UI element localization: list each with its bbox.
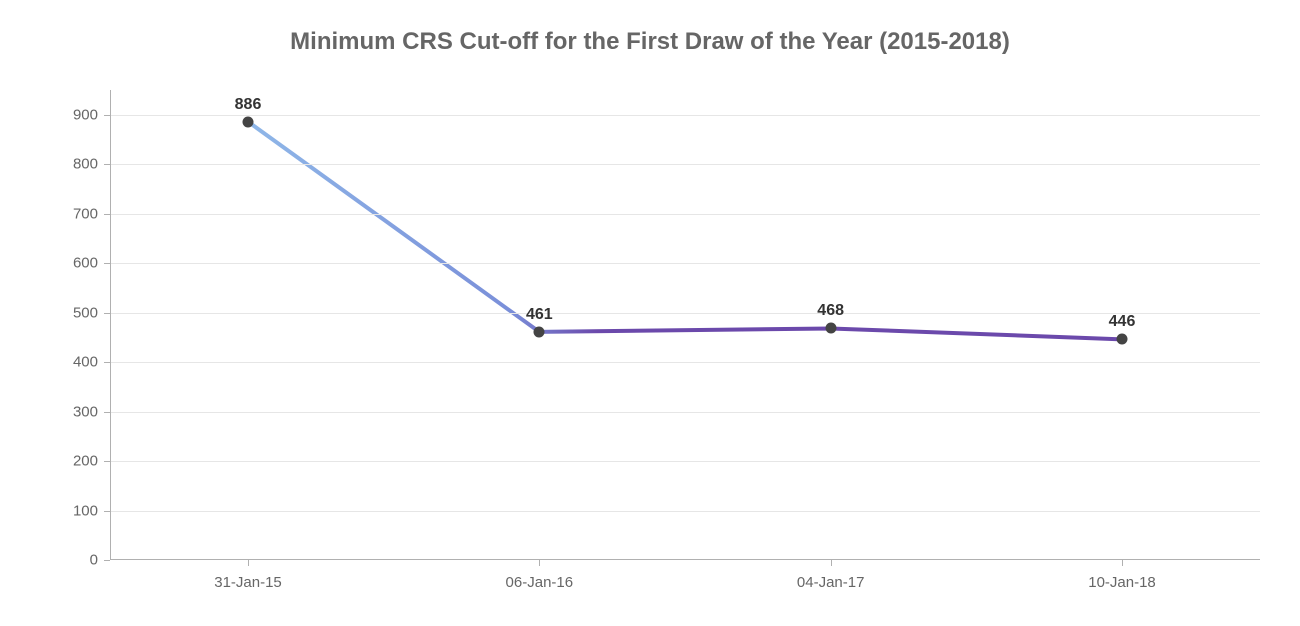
gridline [110, 461, 1260, 462]
gridline [110, 214, 1260, 215]
data-label: 446 [1109, 313, 1136, 339]
gridline [110, 511, 1260, 512]
x-tick-mark [248, 560, 249, 566]
data-label: 468 [817, 302, 844, 328]
plot-area: 010020030040050060070080090031-Jan-1506-… [110, 90, 1260, 560]
gridline [110, 115, 1260, 116]
line-layer [110, 90, 1260, 560]
data-label: 461 [526, 306, 553, 332]
gridline [110, 164, 1260, 165]
gridline [110, 313, 1260, 314]
x-tick-mark [831, 560, 832, 566]
data-label: 886 [235, 96, 262, 122]
chart-title: Minimum CRS Cut-off for the First Draw o… [0, 28, 1300, 56]
gridline [110, 263, 1260, 264]
x-tick-mark [1122, 560, 1123, 566]
series-line [248, 122, 1122, 340]
gridline [110, 412, 1260, 413]
y-tick-mark [104, 560, 110, 561]
x-tick-mark [539, 560, 540, 566]
gridline [110, 362, 1260, 363]
y-axis-line [110, 90, 111, 560]
